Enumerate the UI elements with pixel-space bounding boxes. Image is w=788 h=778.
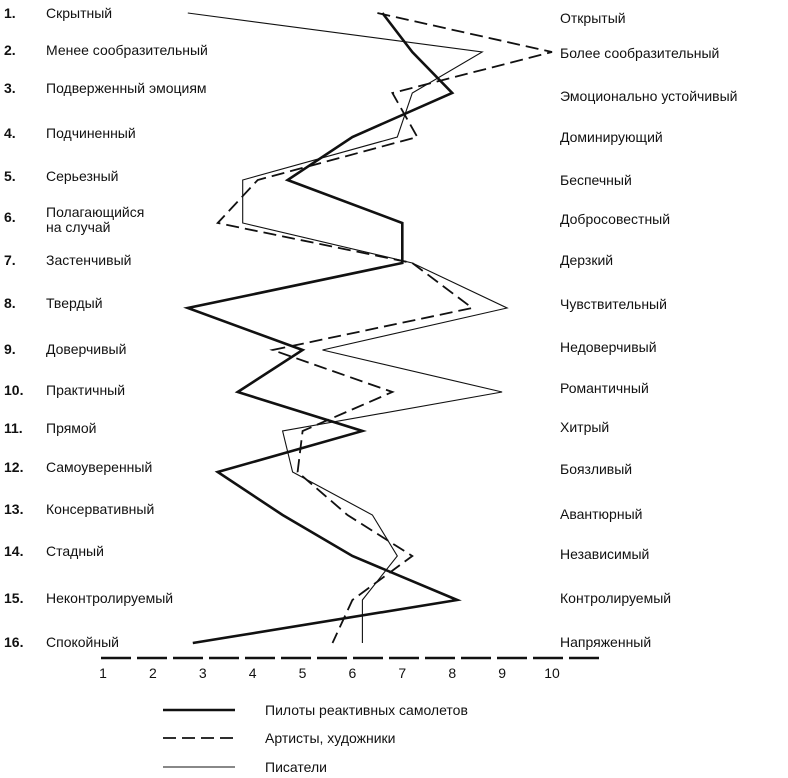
x-tick-label: 8 [448, 665, 456, 681]
right-trait-label: Эмоционально устойчивый [560, 88, 737, 104]
row-number: 6. [4, 209, 16, 225]
right-trait-label: Романтичный [560, 380, 649, 396]
row-number: 16. [4, 634, 23, 650]
right-trait-label: Независимый [560, 546, 649, 562]
row-number: 2. [4, 42, 16, 58]
right-trait-label: Открытый [560, 10, 626, 26]
row-number: 11. [4, 420, 23, 436]
right-trait-label: Беспечный [560, 172, 632, 188]
left-trait-label: Полагающийся [46, 204, 144, 220]
left-trait-label: Доверчивый [46, 341, 126, 357]
right-trait-label: Дерзкий [560, 252, 613, 268]
series-line-thick [183, 12, 462, 645]
row-number: 3. [4, 80, 16, 96]
right-trait-label: Авантюрный [560, 506, 642, 522]
left-trait-label: Подверженный эмоциям [46, 80, 207, 96]
x-tick-label: 1 [99, 665, 107, 681]
right-trait-label: Более сообразительный [560, 45, 719, 61]
x-tick-label: 5 [299, 665, 307, 681]
series-line-thin [187, 12, 509, 643]
row-number: 7. [4, 252, 16, 268]
series-line-dashed [215, 12, 553, 644]
x-tick-label: 7 [398, 665, 406, 681]
x-tick-label: 4 [249, 665, 257, 681]
x-tick-label: 10 [544, 665, 560, 681]
left-trait-label: Самоуверенный [46, 459, 152, 475]
right-trait-label: Добросовестный [560, 211, 670, 227]
left-trait-label: Серьезный [46, 168, 119, 184]
row-number: 13. [4, 501, 23, 517]
left-trait-label: Неконтролируемый [46, 590, 173, 606]
row-number: 8. [4, 295, 16, 311]
row-number: 14. [4, 543, 23, 559]
right-trait-label: Хитрый [560, 419, 609, 435]
left-trait-label: Практичный [46, 382, 125, 398]
x-tick-label: 9 [498, 665, 506, 681]
left-trait-label: на случай [46, 219, 110, 235]
left-trait-label: Консервативный [46, 501, 154, 517]
legend-label: Артисты, художники [265, 730, 396, 746]
x-tick-label: 3 [199, 665, 207, 681]
left-trait-label: Подчиненный [46, 125, 136, 141]
right-trait-label: Доминирующий [560, 129, 663, 145]
row-number: 4. [4, 125, 16, 141]
x-tick-label: 6 [349, 665, 357, 681]
left-trait-label: Прямой [46, 420, 97, 436]
x-tick-label: 2 [149, 665, 157, 681]
left-trait-label: Застенчивый [46, 252, 131, 268]
right-trait-label: Чувствительный [560, 296, 667, 312]
row-number: 5. [4, 168, 16, 184]
right-trait-label: Боязливый [560, 461, 632, 477]
left-trait-label: Скрытный [46, 5, 112, 21]
left-trait-label: Менее сообразительный [46, 42, 208, 58]
right-trait-label: Напряженный [560, 634, 651, 650]
right-trait-label: Недоверчивый [560, 339, 657, 355]
row-number: 15. [4, 590, 23, 606]
left-trait-label: Стадный [46, 543, 104, 559]
row-number: 12. [4, 459, 23, 475]
right-trait-label: Контролируемый [560, 590, 671, 606]
row-number: 10. [4, 382, 23, 398]
row-number: 1. [4, 5, 16, 21]
row-number: 9. [4, 341, 16, 357]
left-trait-label: Спокойный [46, 634, 119, 650]
legend-label: Писатели [265, 759, 327, 775]
left-trait-label: Твердый [46, 295, 103, 311]
legend-label: Пилоты реактивных самолетов [265, 702, 468, 718]
